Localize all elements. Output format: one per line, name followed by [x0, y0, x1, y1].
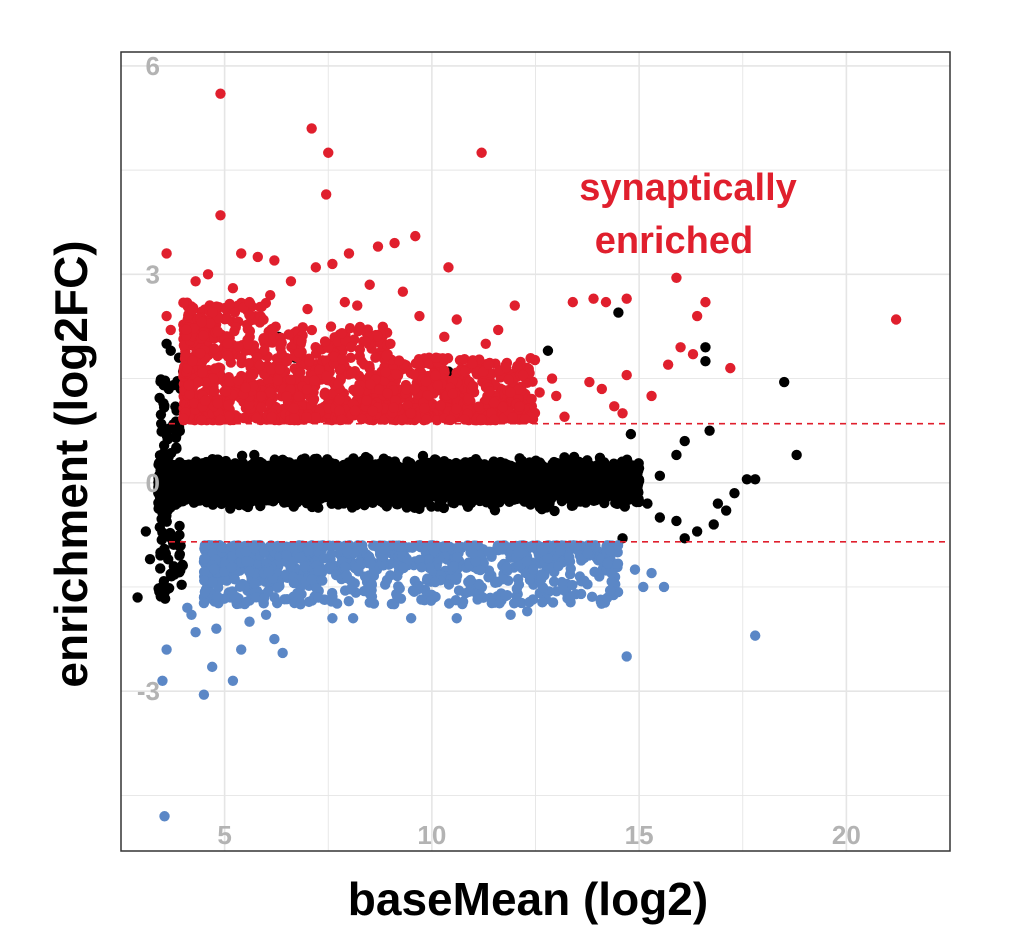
unchanged-gene-point: [176, 579, 187, 590]
unchanged-gene-point: [249, 449, 260, 461]
unchanged-gene-point: [170, 538, 181, 550]
unchanged-gene-point: [281, 458, 293, 469]
unchanged-gene-point: [306, 501, 318, 513]
unchanged-gene-point: [158, 398, 169, 409]
unchanged-gene-point: [158, 440, 170, 451]
unchanged-gene-point: [161, 516, 172, 527]
unchanged-gene-point: [170, 431, 182, 442]
unchanged-gene-point: [154, 450, 166, 461]
unchanged-gene-point: [525, 499, 536, 510]
unchanged-gene-point: [326, 492, 337, 503]
unchanged-gene-point: [296, 454, 308, 465]
unchanged-gene-point: [155, 418, 167, 429]
unchanged-gene-point: [163, 451, 174, 462]
unchanged-gene-point: [294, 494, 305, 505]
unchanged-gene-point: [177, 560, 188, 571]
unchanged-gene-point: [154, 563, 166, 574]
unchanged-gene-point: [549, 505, 560, 517]
unchanged-gene-point: [410, 498, 421, 509]
unchanged-gene-point: [494, 497, 505, 508]
unchanged-gene-point: [174, 520, 185, 532]
unchanged-gene-point: [548, 456, 560, 468]
unchanged-gene-point: [158, 380, 170, 391]
data-points: [132, 88, 902, 822]
unchanged-gene-point: [157, 527, 168, 538]
unchanged-gene-point: [568, 453, 579, 464]
unchanged-gene-point: [322, 454, 333, 465]
unchanged-gene-point: [171, 442, 182, 453]
unchanged-gene-point: [174, 550, 185, 561]
